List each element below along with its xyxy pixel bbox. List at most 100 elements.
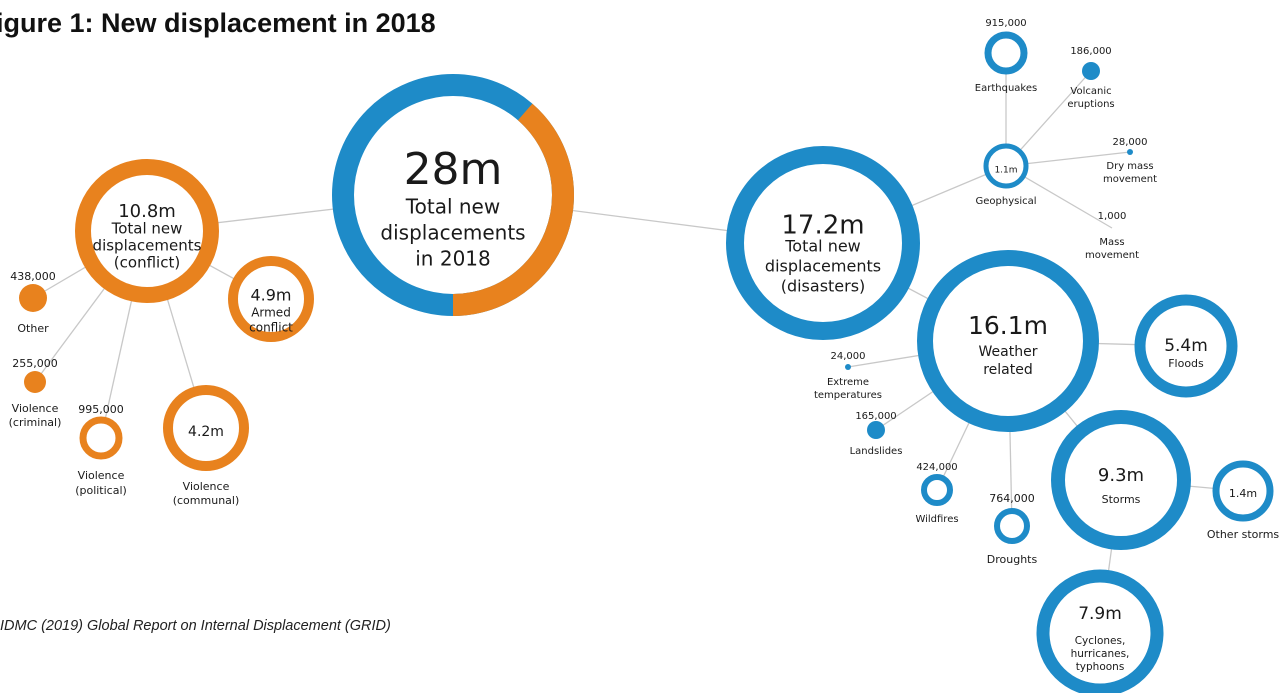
label-geophysical-line-0: Geophysical bbox=[975, 196, 1036, 207]
label-total-line-1: displacements bbox=[380, 221, 525, 245]
value-total: 28m bbox=[404, 144, 503, 195]
node-political: 995,000 Violence (political) bbox=[75, 403, 127, 497]
node-drymass: 28,000 Dry mass movement bbox=[1103, 137, 1157, 185]
label-conflict-line-0: Total new bbox=[111, 220, 183, 238]
label-disasters-line-2: (disasters) bbox=[781, 277, 866, 296]
ring-geophysical bbox=[983, 143, 1029, 189]
label-otherstorms-line-0: Other storms bbox=[1207, 528, 1279, 541]
label-floods-line-0: Floods bbox=[1168, 357, 1204, 370]
ring-conflict bbox=[75, 159, 219, 303]
ring-conflict-share bbox=[332, 74, 574, 316]
label-conflict-line-1: displacements bbox=[93, 237, 202, 255]
label-storms-line-0: Storms bbox=[1102, 493, 1141, 506]
value-earthquakes: 915,000 bbox=[985, 18, 1026, 29]
label-communal-line-0: Violence bbox=[183, 480, 230, 493]
node-otherstorms: 1.4m Other storms bbox=[1207, 460, 1279, 541]
node-droughts: 764,000 Droughts bbox=[987, 492, 1038, 566]
value-drymass: 28,000 bbox=[1113, 137, 1148, 148]
ring-communal bbox=[163, 385, 249, 471]
label-wildfires-line-0: Wildfires bbox=[915, 514, 958, 525]
label-political-line-0: Violence bbox=[78, 469, 125, 482]
ring-storms bbox=[1051, 410, 1191, 550]
dot-extreme bbox=[845, 364, 851, 370]
value-storms: 9.3m bbox=[1098, 465, 1144, 486]
label-armed-line-1: conflict bbox=[249, 321, 293, 335]
value-conflict: 10.8m bbox=[118, 201, 176, 222]
value-otherstorms: 1.4m bbox=[1229, 487, 1257, 500]
ring-political bbox=[79, 416, 123, 460]
value-other: 438,000 bbox=[10, 270, 56, 283]
value-armed: 4.9m bbox=[250, 286, 291, 305]
label-armed-line-0: Armed bbox=[251, 306, 291, 320]
node-geophysical: 1.1m Geophysical bbox=[975, 143, 1037, 207]
label-droughts-line-0: Droughts bbox=[987, 553, 1038, 566]
label-other-line-0: Other bbox=[17, 322, 49, 335]
value-disasters: 17.2m bbox=[781, 211, 864, 241]
label-volcanic-line-0: Volcanic bbox=[1070, 86, 1111, 97]
label-mass-line-1: movement bbox=[1085, 250, 1139, 261]
label-disasters-line-1: displacements bbox=[765, 257, 881, 276]
dot-landslides bbox=[867, 421, 885, 439]
value-geophysical: 1.1m bbox=[994, 166, 1017, 176]
label-conflict-line-2: (conflict) bbox=[114, 254, 180, 272]
ring-otherstorms bbox=[1212, 460, 1274, 522]
ring-disasters bbox=[726, 146, 920, 340]
node-landslides: 165,000 Landslides bbox=[850, 411, 903, 457]
dot-volcanic bbox=[1082, 62, 1100, 80]
value-mass: 1,000 bbox=[1098, 211, 1127, 222]
node-other: 438,000 Other bbox=[10, 270, 56, 335]
value-wildfires: 424,000 bbox=[916, 462, 957, 473]
label-landslides-line-0: Landslides bbox=[850, 446, 903, 457]
ring-armed bbox=[228, 256, 314, 342]
figure-title: igure 1: New displacement in 2018 bbox=[0, 8, 436, 38]
value-criminal: 255,000 bbox=[12, 357, 58, 370]
label-disasters-line-0: Total new bbox=[784, 237, 861, 256]
value-landslides: 165,000 bbox=[855, 411, 896, 422]
label-weather-line-1: related bbox=[983, 362, 1033, 378]
label-cyclones-line-0: Cyclones, bbox=[1075, 635, 1126, 647]
label-volcanic-line-1: eruptions bbox=[1067, 99, 1114, 110]
label-political-line-1: (political) bbox=[75, 484, 127, 497]
ring-floods bbox=[1134, 294, 1238, 398]
ring-earthquakes bbox=[984, 31, 1028, 75]
label-cyclones-line-1: hurricanes, bbox=[1071, 648, 1130, 660]
node-storms: 9.3m Storms bbox=[1051, 410, 1191, 550]
value-volcanic: 186,000 bbox=[1070, 46, 1111, 57]
value-political: 995,000 bbox=[78, 403, 124, 416]
value-extreme: 24,000 bbox=[831, 351, 866, 362]
source-note: IDMC (2019) Global Report on Internal Di… bbox=[0, 618, 391, 634]
label-total-line-0: Total new bbox=[405, 195, 500, 219]
label-criminal-line-0: Violence bbox=[12, 402, 59, 415]
ring-weather bbox=[917, 250, 1099, 432]
label-total-line-2: in 2018 bbox=[415, 247, 491, 271]
node-earthquakes: 915,000 Earthquakes bbox=[975, 18, 1037, 94]
value-floods: 5.4m bbox=[1164, 336, 1208, 356]
label-mass-line-0: Mass bbox=[1099, 237, 1124, 248]
dot-other bbox=[19, 284, 47, 312]
label-weather-line-0: Weather bbox=[979, 344, 1038, 360]
ring-cyclones bbox=[1036, 569, 1164, 693]
dot-criminal bbox=[24, 371, 46, 393]
value-communal: 4.2m bbox=[188, 424, 224, 440]
ring-droughts bbox=[994, 508, 1030, 544]
dot-drymass bbox=[1127, 149, 1133, 155]
label-criminal-line-1: (criminal) bbox=[9, 416, 62, 429]
node-cyclones: 7.9m Cyclones,hurricanes,typhoons bbox=[1036, 569, 1164, 693]
node-volcanic: 186,000 Volcanic eruptions bbox=[1067, 46, 1114, 110]
value-cyclones: 7.9m bbox=[1078, 604, 1122, 624]
node-extreme: 24,000 Extreme temperatures bbox=[814, 351, 882, 401]
node-criminal: 255,000 Violence(criminal) bbox=[9, 357, 62, 429]
label-drymass-line-1: movement bbox=[1103, 174, 1157, 185]
label-earthquakes-line-0: Earthquakes bbox=[975, 83, 1037, 94]
label-communal-line-1: (communal) bbox=[173, 494, 240, 507]
value-droughts: 764,000 bbox=[989, 492, 1035, 505]
value-weather: 16.1m bbox=[968, 311, 1048, 340]
label-cyclones-line-2: typhoons bbox=[1076, 661, 1125, 673]
node-communal: 4.2m Violence(communal) bbox=[163, 385, 249, 507]
